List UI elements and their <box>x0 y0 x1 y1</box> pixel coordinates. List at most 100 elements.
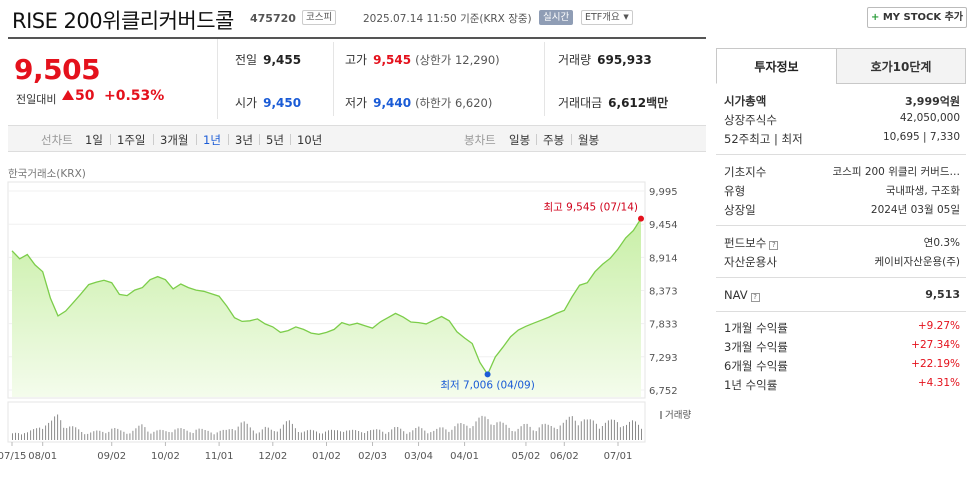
tab-1y[interactable]: 1년 <box>203 133 221 147</box>
volume-bar <box>183 429 185 440</box>
volume-bar <box>322 433 323 440</box>
tab-investment-info[interactable]: 투자정보 <box>716 48 837 84</box>
volume-legend: 거래량 <box>660 407 691 421</box>
tab-monthly[interactable]: 월봉 <box>578 133 600 147</box>
stat-trade-value-value: 6,612 <box>608 96 647 110</box>
volume-bar <box>105 433 107 440</box>
tab-10y[interactable]: 10년 <box>297 133 323 147</box>
return-row: 1년 수익률 +4.31% <box>724 377 960 395</box>
x-tick-label: 06/02 <box>550 451 579 462</box>
volume-bar <box>412 430 414 440</box>
realtime-badge[interactable]: 실시간 <box>539 10 574 25</box>
stat-trade-value-unit: 백만 <box>646 96 669 110</box>
volume-bar <box>469 428 471 440</box>
add-mystock-button[interactable]: + MY STOCK 추가 <box>867 7 967 28</box>
volume-bar <box>613 419 615 440</box>
volume-bar <box>210 432 212 440</box>
volume-bar <box>288 420 290 440</box>
volume-bar <box>162 430 164 440</box>
volume-bar <box>442 427 444 440</box>
stats-divider <box>544 42 545 116</box>
volume-bar <box>273 431 275 440</box>
volume-legend-label: 거래량 <box>665 410 692 421</box>
volume-bar <box>641 428 642 440</box>
volume-bar <box>120 430 122 440</box>
volume-bar <box>174 429 176 440</box>
info-listing-label: 상장일 <box>724 203 756 217</box>
info-fee-label-text: 펀드보수 <box>724 236 767 250</box>
volume-bar <box>337 430 338 440</box>
y-tick-label: 8,914 <box>649 253 678 264</box>
x-tick-label: 10/02 <box>151 451 180 462</box>
return-label: 1년 수익률 <box>724 378 778 392</box>
volume-bar <box>619 427 621 440</box>
tab-orderbook[interactable]: 호가10단계 <box>836 48 966 84</box>
volume-bar <box>165 431 167 440</box>
volume-bar <box>583 419 585 440</box>
volume-bar <box>240 422 242 440</box>
stat-open-value: 9,450 <box>263 96 302 110</box>
x-tick-label: 02/03 <box>358 451 387 462</box>
return-value: +27.34% <box>911 339 960 351</box>
info-52week-label: 52주최고 | 최저 <box>724 132 803 146</box>
volume-bar <box>198 428 200 440</box>
info-index-label: 기초지수 <box>724 165 767 179</box>
volume-bar <box>48 422 50 440</box>
volume-bar <box>457 423 459 440</box>
stat-trade-value-label: 거래대금 <box>558 96 603 110</box>
y-tick-label: 9,454 <box>649 220 678 231</box>
volume-bar <box>96 430 98 440</box>
etf-overview-dropdown[interactable]: ETF개요 ▼ <box>581 10 633 25</box>
volume-bar <box>153 431 155 440</box>
volume-bar <box>255 433 257 440</box>
stat-high-value: 9,545 <box>373 53 412 67</box>
volume-bar <box>258 432 260 440</box>
volume-bar <box>406 433 408 440</box>
help-icon[interactable]: ? <box>750 293 760 302</box>
info-52week-value: 10,695 | 7,330 <box>882 131 960 143</box>
volume-bar <box>87 433 89 440</box>
stat-upper-limit: (상한가 12,290) <box>415 53 500 67</box>
return-value: +4.31% <box>917 377 960 389</box>
volume-bar <box>117 428 119 440</box>
volume-bar <box>27 432 28 440</box>
volume-bar <box>267 427 269 440</box>
volume-bar <box>328 430 329 440</box>
volume-bar <box>51 420 53 440</box>
volume-bar <box>629 421 630 440</box>
volume-bar <box>129 433 131 440</box>
volume-bar <box>12 433 13 440</box>
tab-daily[interactable]: 일봉 <box>509 133 531 147</box>
x-tick-label: 07/01 <box>604 451 633 462</box>
info-shares: 상장주식수 42,050,000 <box>724 112 960 130</box>
return-label: 6개월 수익률 <box>724 359 788 373</box>
tab-1d[interactable]: 1일 <box>85 133 103 147</box>
y-tick-label: 7,293 <box>649 353 678 364</box>
info-type: 유형 국내파생, 구조화 <box>724 183 960 201</box>
return-value: +22.19% <box>911 358 960 370</box>
volume-bar <box>562 422 564 440</box>
volume-bar <box>225 429 227 440</box>
info-type-label: 유형 <box>724 184 746 198</box>
panel-divider <box>716 277 966 278</box>
volume-bars <box>12 414 642 440</box>
stat-open: 시가 9,450 <box>235 94 301 111</box>
volume-bar <box>592 420 594 440</box>
tab-1w[interactable]: 1주일 <box>117 133 146 147</box>
tab-weekly[interactable]: 주봉 <box>543 133 565 147</box>
tab-5y[interactable]: 5년 <box>266 133 284 147</box>
tab-3m[interactable]: 3개월 <box>160 133 189 147</box>
volume-bar <box>340 431 341 440</box>
volume-bar <box>496 422 498 440</box>
tab-3y[interactable]: 3년 <box>235 133 253 147</box>
help-icon[interactable]: ? <box>769 241 779 250</box>
stat-high: 고가 9,545 (상한가 12,290) <box>345 51 500 68</box>
volume-bar <box>349 430 351 440</box>
info-market-cap: 시가총액 3,999억원 <box>724 93 960 111</box>
stat-lower-limit: (하한가 6,620) <box>415 96 493 110</box>
volume-bar <box>192 433 194 440</box>
volume-bar <box>466 425 468 440</box>
volume-bar <box>502 422 504 440</box>
tab-divider <box>110 134 111 145</box>
